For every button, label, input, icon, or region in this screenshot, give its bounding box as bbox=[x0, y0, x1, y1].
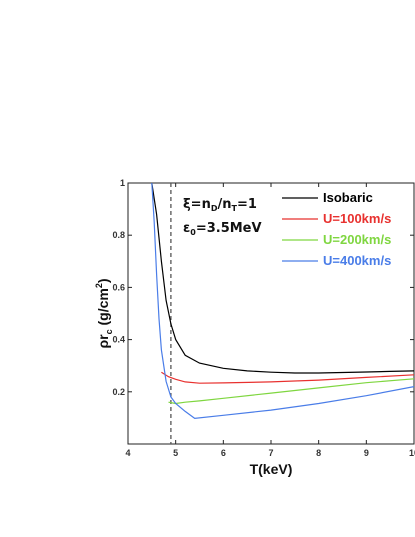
y-axis-label-part: 2 bbox=[94, 283, 104, 288]
x-axis-label: T(keV) bbox=[250, 461, 293, 477]
x-tick-label: 4 bbox=[125, 448, 130, 458]
x-tick-label: 8 bbox=[316, 448, 321, 458]
annotation-energy-sub: 0 bbox=[190, 228, 196, 237]
y-axis-label: ρrc (g/cm2) bbox=[94, 278, 114, 348]
y-axis-label-part: ρr bbox=[95, 334, 111, 349]
legend-label: U=100km/s bbox=[323, 211, 391, 226]
parameter-annotation: ξ=nD/nT=1 ε0=3.5MeV bbox=[183, 197, 262, 237]
series-line-4 bbox=[151, 183, 414, 420]
annotation-ratio-suffix: =1 bbox=[237, 197, 257, 212]
x-tick-label: 6 bbox=[221, 448, 226, 458]
annotation-ratio: ξ=nD/nT=1 bbox=[183, 197, 257, 213]
x-tick-label: 9 bbox=[364, 448, 369, 458]
axis-ticks: 4 5 6 7 8 9 10 0.2 0.4 0.6 0.8 1 bbox=[112, 178, 415, 458]
y-axis-label-part: ) bbox=[95, 278, 111, 283]
series-line-1 bbox=[151, 183, 414, 374]
series-line-3 bbox=[168, 378, 414, 405]
y-axis-label-part: (g/cm bbox=[95, 288, 111, 329]
y-tick-label: 1 bbox=[120, 178, 125, 188]
y-tick-label: 0.4 bbox=[112, 335, 125, 345]
annotation-ratio-mid: /n bbox=[217, 197, 231, 212]
legend-label: U=200km/s bbox=[323, 232, 391, 247]
series-lines bbox=[151, 183, 414, 420]
y-axis-label-part: c bbox=[104, 329, 114, 334]
x-tick-label: 10 bbox=[409, 448, 415, 458]
legend: Isobaric U=100km/s U=200km/s U=400km/s bbox=[282, 190, 391, 268]
x-tick-label: 5 bbox=[173, 448, 178, 458]
annotation-ratio-sub2: T bbox=[231, 204, 237, 213]
annotation-ratio-sub1: D bbox=[211, 204, 218, 213]
legend-label: U=400km/s bbox=[323, 253, 391, 268]
y-tick-label: 0.6 bbox=[112, 282, 125, 292]
y-tick-label: 0.2 bbox=[112, 387, 125, 397]
series-line-2 bbox=[161, 371, 414, 384]
y-tick-label: 0.8 bbox=[112, 230, 125, 240]
legend-label: Isobaric bbox=[323, 190, 373, 205]
annotation-energy: ε0=3.5MeV bbox=[183, 221, 262, 237]
x-tick-label: 7 bbox=[268, 448, 273, 458]
annotation-ratio-prefix: ξ=n bbox=[183, 197, 211, 212]
annotation-energy-suffix: =3.5MeV bbox=[196, 221, 262, 236]
annotation-energy-prefix: ε bbox=[183, 221, 190, 236]
